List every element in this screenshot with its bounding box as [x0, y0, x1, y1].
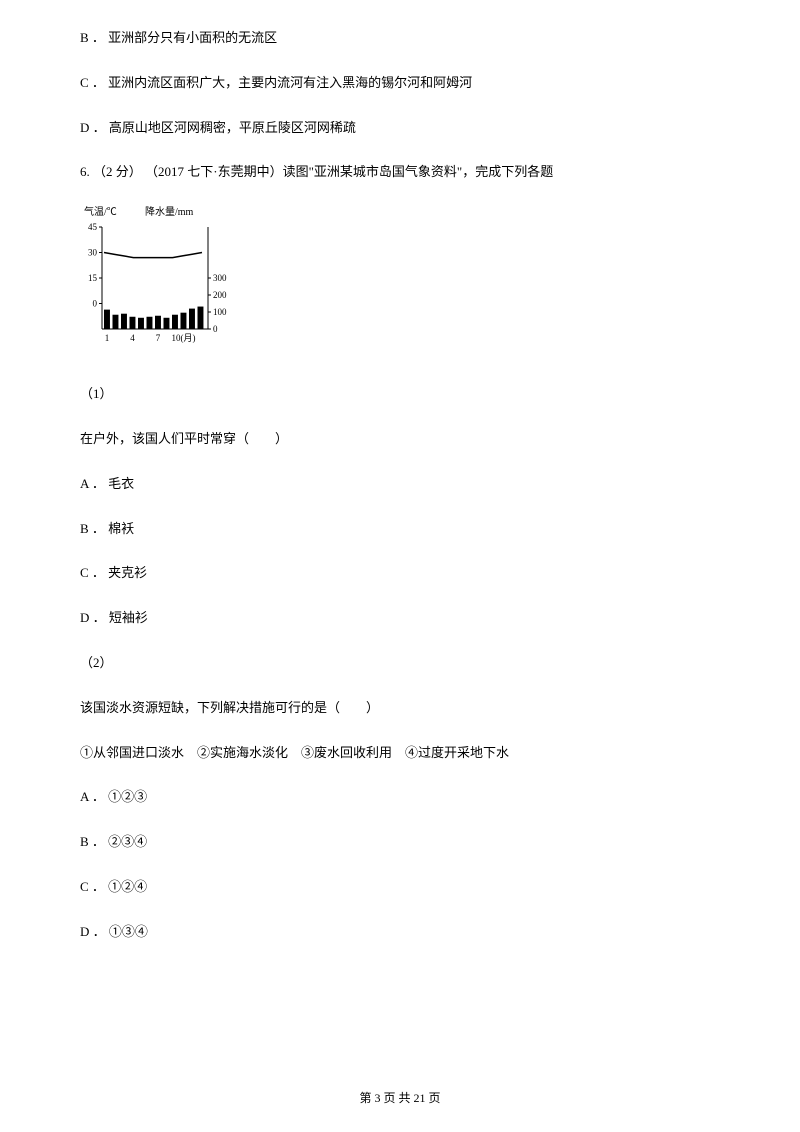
- svg-text:10(月): 10(月): [171, 333, 195, 343]
- svg-text:45: 45: [88, 222, 98, 232]
- svg-text:15: 15: [88, 273, 98, 283]
- sub1-option-c: C ． 夹克衫: [80, 563, 720, 584]
- sub2-measures: ①从邻国进口淡水 ②实施海水淡化 ③废水回收利用 ④过度开采地下水: [80, 743, 720, 764]
- svg-text:0: 0: [213, 324, 218, 334]
- svg-text:200: 200: [213, 290, 227, 300]
- svg-text:7: 7: [156, 333, 161, 343]
- sub-question-2-number: （2）: [80, 653, 720, 674]
- sub1-option-d: D ． 短袖衫: [80, 608, 720, 629]
- option-b: B ． 亚洲部分只有小面积的无流区: [80, 28, 720, 49]
- sub1-option-b: B ． 棉袄: [80, 519, 720, 540]
- chart-svg: 45 30 15 0 300 200 100 0 1 4 7 10(月): [80, 219, 235, 359]
- sub-question-1-number: （1）: [80, 384, 720, 405]
- page-footer: 第 3 页 共 21 页: [0, 1089, 800, 1108]
- sub1-option-a: A ． 毛衣: [80, 474, 720, 495]
- sub2-option-d: D ． ①③④: [80, 922, 720, 943]
- sub-question-2-text: 该国淡水资源短缺，下列解决措施可行的是（ ）: [80, 698, 720, 719]
- option-c: C ． 亚洲内流区面积广大，主要内流河有注入黑海的锡尔河和阿姆河: [80, 73, 720, 94]
- option-d: D ． 高原山地区河网稠密，平原丘陵区河网稀疏: [80, 118, 720, 139]
- svg-text:100: 100: [213, 307, 227, 317]
- svg-text:4: 4: [130, 333, 135, 343]
- sub-question-1-text: 在户外，该国人们平时常穿（ ）: [80, 429, 720, 450]
- svg-text:1: 1: [105, 333, 110, 343]
- sub2-option-b: B ． ②③④: [80, 832, 720, 853]
- question-6-intro: 6. （2 分） （2017 七下·东莞期中）读图"亚洲某城市岛国气象资料"，完…: [80, 162, 720, 183]
- sub2-option-c: C ． ①②④: [80, 877, 720, 898]
- climate-chart: 气温/℃ 降水量/mm 4530150300200100014710(月): [80, 205, 235, 360]
- sub2-option-a: A ． ①②③: [80, 787, 720, 808]
- svg-text:300: 300: [213, 273, 227, 283]
- svg-text:30: 30: [88, 248, 98, 258]
- svg-text:0: 0: [93, 299, 98, 309]
